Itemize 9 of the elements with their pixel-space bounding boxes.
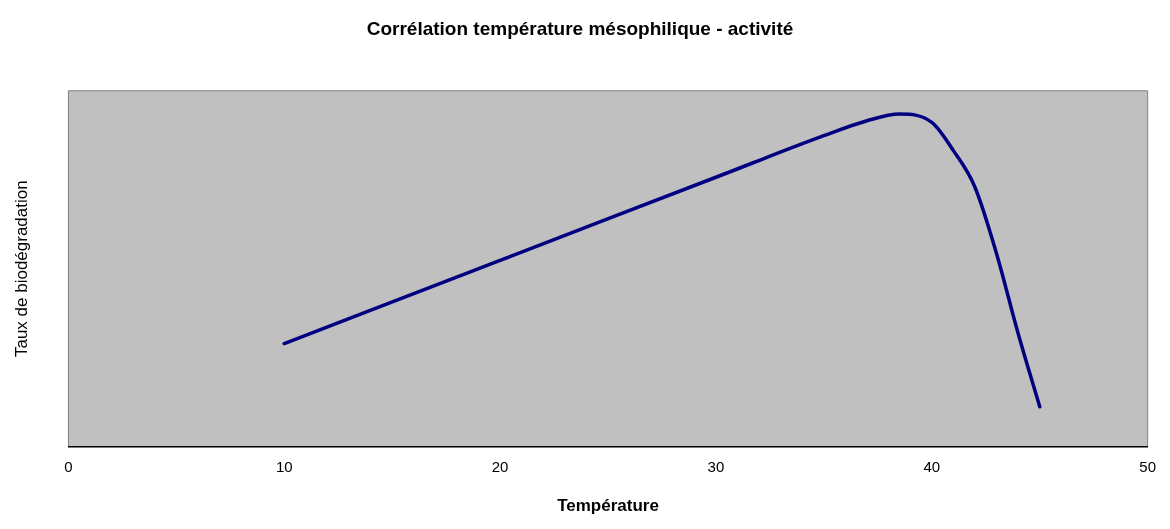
chart-title: Corrélation température mésophilique - activité	[366, 17, 794, 39]
x-axis-title: Température	[557, 496, 659, 516]
x-tick-label: 20	[491, 457, 509, 475]
x-tick-label: 50	[1139, 457, 1156, 475]
y-axis-title: Taux de biodégradation	[11, 180, 31, 358]
x-tick-label: 40	[923, 457, 941, 475]
x-tick-label: 0	[64, 457, 73, 475]
x-tick-label: 30	[707, 457, 725, 475]
x-tick-label: 10	[275, 457, 293, 475]
